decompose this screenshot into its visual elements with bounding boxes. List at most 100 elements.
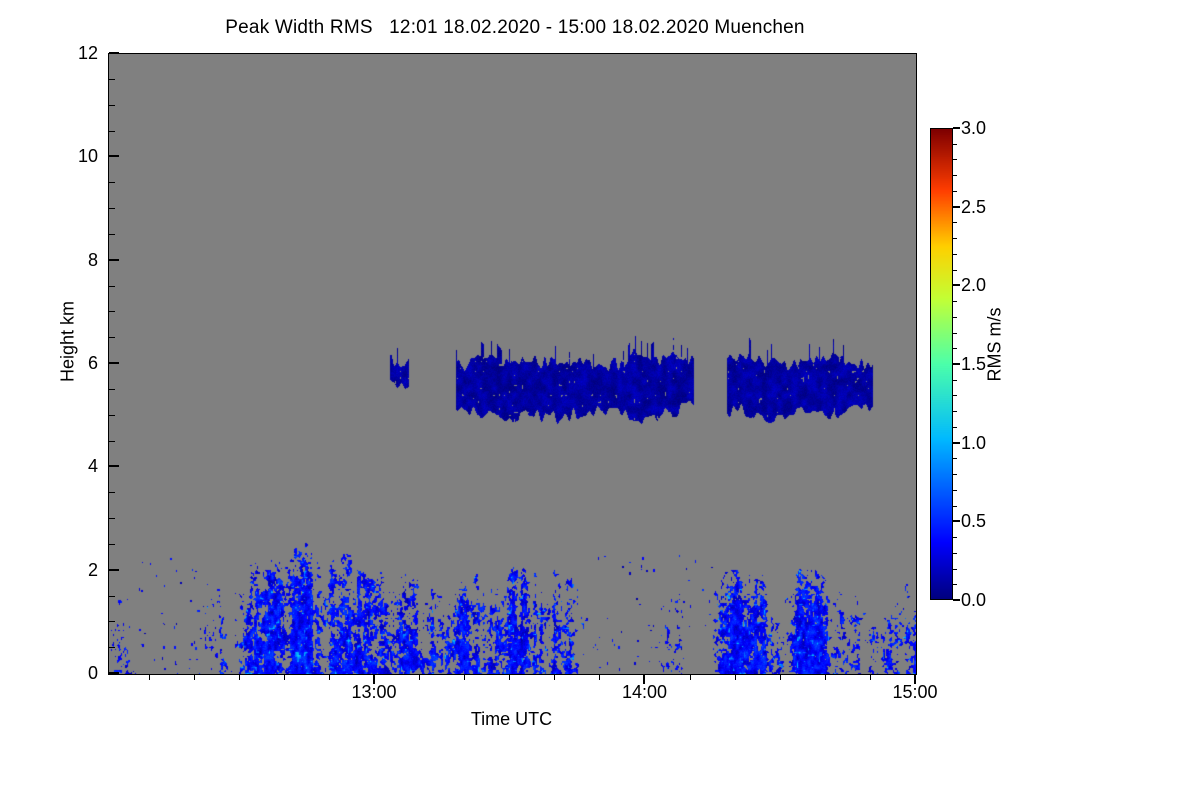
- colorbar-tick-minor: [953, 317, 957, 318]
- y-tick-minor: [109, 337, 115, 338]
- x-tick-major: [643, 674, 646, 684]
- colorbar-gradient: [930, 128, 953, 600]
- colorbar-tick-major: [953, 127, 960, 129]
- colorbar-tick-minor: [953, 333, 957, 334]
- y-tick-minor: [109, 647, 115, 648]
- y-tick-label: 4: [87, 456, 98, 477]
- colorbar-label: RMS m/s: [984, 307, 1005, 382]
- y-tick-minor: [109, 389, 115, 390]
- y-tick-minor: [109, 415, 115, 416]
- colorbar-tick-minor: [953, 569, 957, 570]
- colorbar-tick-minor: [953, 474, 957, 475]
- colorbar-tick-minor: [953, 553, 957, 554]
- colorbar-tick-label: 3.0: [961, 118, 987, 138]
- y-tick-label: 6: [87, 353, 98, 373]
- colorbar-tick-minor: [953, 348, 957, 349]
- x-tick-minor: [554, 674, 555, 680]
- page-title: Peak Width RMS 12:01 18.02.2020 - 15:00 …: [225, 17, 805, 38]
- y-tick-minor: [109, 544, 115, 545]
- colorbar[interactable]: [930, 128, 953, 600]
- colorbar-tick-minor: [953, 238, 957, 239]
- x-tick-minor: [509, 674, 510, 680]
- colorbar-tick-minor: [953, 175, 957, 176]
- y-tick-minor: [109, 441, 115, 442]
- y-axis-tick-labels: 0 2 4 6 8 10 12: [52, 0, 98, 800]
- plot-panel[interactable]: [108, 53, 917, 675]
- heatmap-canvas: [109, 54, 916, 674]
- y-tick-minor: [109, 596, 115, 597]
- x-tick-major: [372, 674, 375, 684]
- y-tick-label: 0: [87, 663, 98, 683]
- x-tick-minor: [419, 674, 420, 680]
- colorbar-tick-label: 2.5: [961, 196, 987, 217]
- y-tick-major: [109, 155, 119, 158]
- y-tick-major: [109, 362, 119, 364]
- colorbar-tick-major: [953, 599, 960, 601]
- colorbar-tick-major: [953, 520, 960, 523]
- y-tick-minor: [109, 492, 115, 493]
- colorbar-tick-minor: [953, 458, 957, 459]
- y-tick-minor: [109, 182, 115, 183]
- colorbar-tick-label: 1.5: [961, 354, 987, 374]
- x-tick-minor: [149, 674, 150, 680]
- colorbar-tick-minor: [953, 490, 957, 491]
- x-tick-minor: [239, 674, 240, 680]
- colorbar-tick-label: 2.0: [961, 275, 987, 296]
- x-tick-label: 14:00: [621, 682, 667, 702]
- x-tick-minor: [284, 674, 285, 680]
- x-tick-minor: [194, 674, 195, 680]
- colorbar-tick-minor: [953, 380, 957, 381]
- colorbar-tick-major: [953, 441, 960, 444]
- x-tick-minor: [780, 674, 781, 680]
- x-tick-minor: [870, 674, 871, 680]
- x-tick-minor: [599, 674, 600, 680]
- colorbar-tick-minor: [953, 159, 957, 160]
- y-tick-minor: [109, 518, 115, 519]
- y-tick-label: 12: [77, 43, 98, 63]
- colorbar-tick-minor: [953, 222, 957, 223]
- colorbar-tick-minor: [953, 506, 957, 507]
- x-tick-minor: [735, 674, 736, 680]
- x-tick-major: [914, 674, 916, 684]
- colorbar-tick-major: [953, 363, 960, 365]
- x-tick-minor: [690, 674, 691, 680]
- colorbar-tick-minor: [953, 191, 957, 192]
- y-tick-label: 8: [87, 249, 98, 270]
- colorbar-tick-minor: [953, 584, 957, 585]
- colorbar-tick-minor: [953, 254, 957, 255]
- y-tick-minor: [109, 286, 115, 287]
- y-tick-major: [109, 568, 119, 571]
- y-tick-minor: [109, 131, 115, 132]
- y-tick-minor: [109, 234, 115, 235]
- y-tick-label: 10: [77, 146, 98, 167]
- y-tick-major: [109, 258, 119, 261]
- colorbar-tick-label: 0.0: [961, 590, 987, 610]
- colorbar-tick-minor: [953, 537, 957, 538]
- colorbar-tick-minor: [953, 270, 957, 271]
- colorbar-tick-major: [953, 205, 960, 208]
- y-tick-major: [109, 672, 119, 674]
- y-tick-minor: [109, 208, 115, 209]
- y-tick-minor: [109, 621, 115, 622]
- colorbar-tick-label: 0.5: [961, 511, 987, 532]
- colorbar-tick-minor: [953, 144, 957, 145]
- y-tick-major: [109, 52, 119, 54]
- x-tick-minor: [825, 674, 826, 680]
- y-tick-minor: [109, 105, 115, 106]
- y-tick-label: 2: [87, 559, 98, 580]
- colorbar-tick-major: [953, 284, 960, 287]
- y-tick-minor: [109, 311, 115, 312]
- y-axis-label: Height km: [57, 300, 78, 383]
- colorbar-tick-minor: [953, 427, 957, 428]
- y-tick-minor: [109, 79, 115, 80]
- y-tick-major: [109, 465, 119, 468]
- x-tick-minor: [464, 674, 465, 680]
- colorbar-tick-minor: [953, 411, 957, 412]
- colorbar-tick-label: 1.0: [961, 432, 987, 453]
- x-tick-label: 13:00: [351, 682, 397, 702]
- x-axis-label: Time UTC: [470, 709, 553, 729]
- colorbar-tick-minor: [953, 395, 957, 396]
- x-tick-minor: [329, 674, 330, 680]
- x-tick-label: 15:00: [892, 682, 938, 702]
